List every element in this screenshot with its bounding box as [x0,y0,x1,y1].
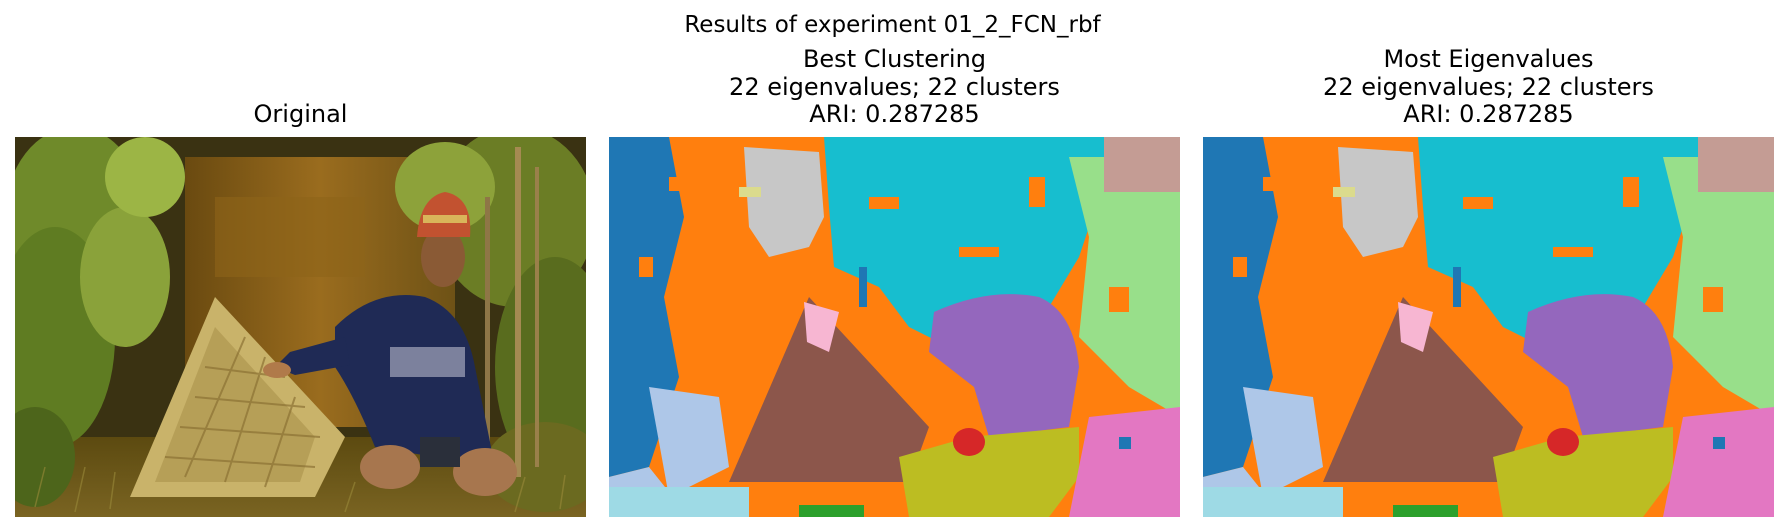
panel-most-eigenvalues-title-line-1: Most Eigenvalues [1383,45,1594,73]
panel-best-clustering-title-line-2: 22 eigenvalues; 22 clusters [729,72,1060,101]
figure-suptitle: Results of experiment 01_2_FCN_rbf [684,12,1101,38]
segmentation-map-most-eigenvalues [1203,137,1774,517]
panel-best-clustering-title-line-1: Best Clustering [802,45,987,73]
panel-most-eigenvalues-title-line-3: ARI: 0.287285 [1403,100,1574,128]
segmentation-map-best [609,137,1180,517]
panel-original-title-line-1: Original [253,100,348,128]
panel-most-eigenvalues-title: Most Eigenvalues 22 eigenvalues; 22 clus… [1203,45,1774,129]
panel-best-clustering-title-line-3: ARI: 0.287285 [809,100,980,128]
panel-best-clustering: Best Clustering 22 eigenvalues; 22 clust… [609,0,1180,532]
panel-best-clustering-title: Best Clustering 22 eigenvalues; 22 clust… [609,45,1180,129]
panel-most-eigenvalues-title-line-2: 22 eigenvalues; 22 clusters [1323,72,1654,101]
panel-original-title: Original [15,100,586,129]
panel-original: Original [15,0,586,532]
original-photo [15,137,586,517]
panel-most-eigenvalues: Most Eigenvalues 22 eigenvalues; 22 clus… [1203,0,1774,532]
